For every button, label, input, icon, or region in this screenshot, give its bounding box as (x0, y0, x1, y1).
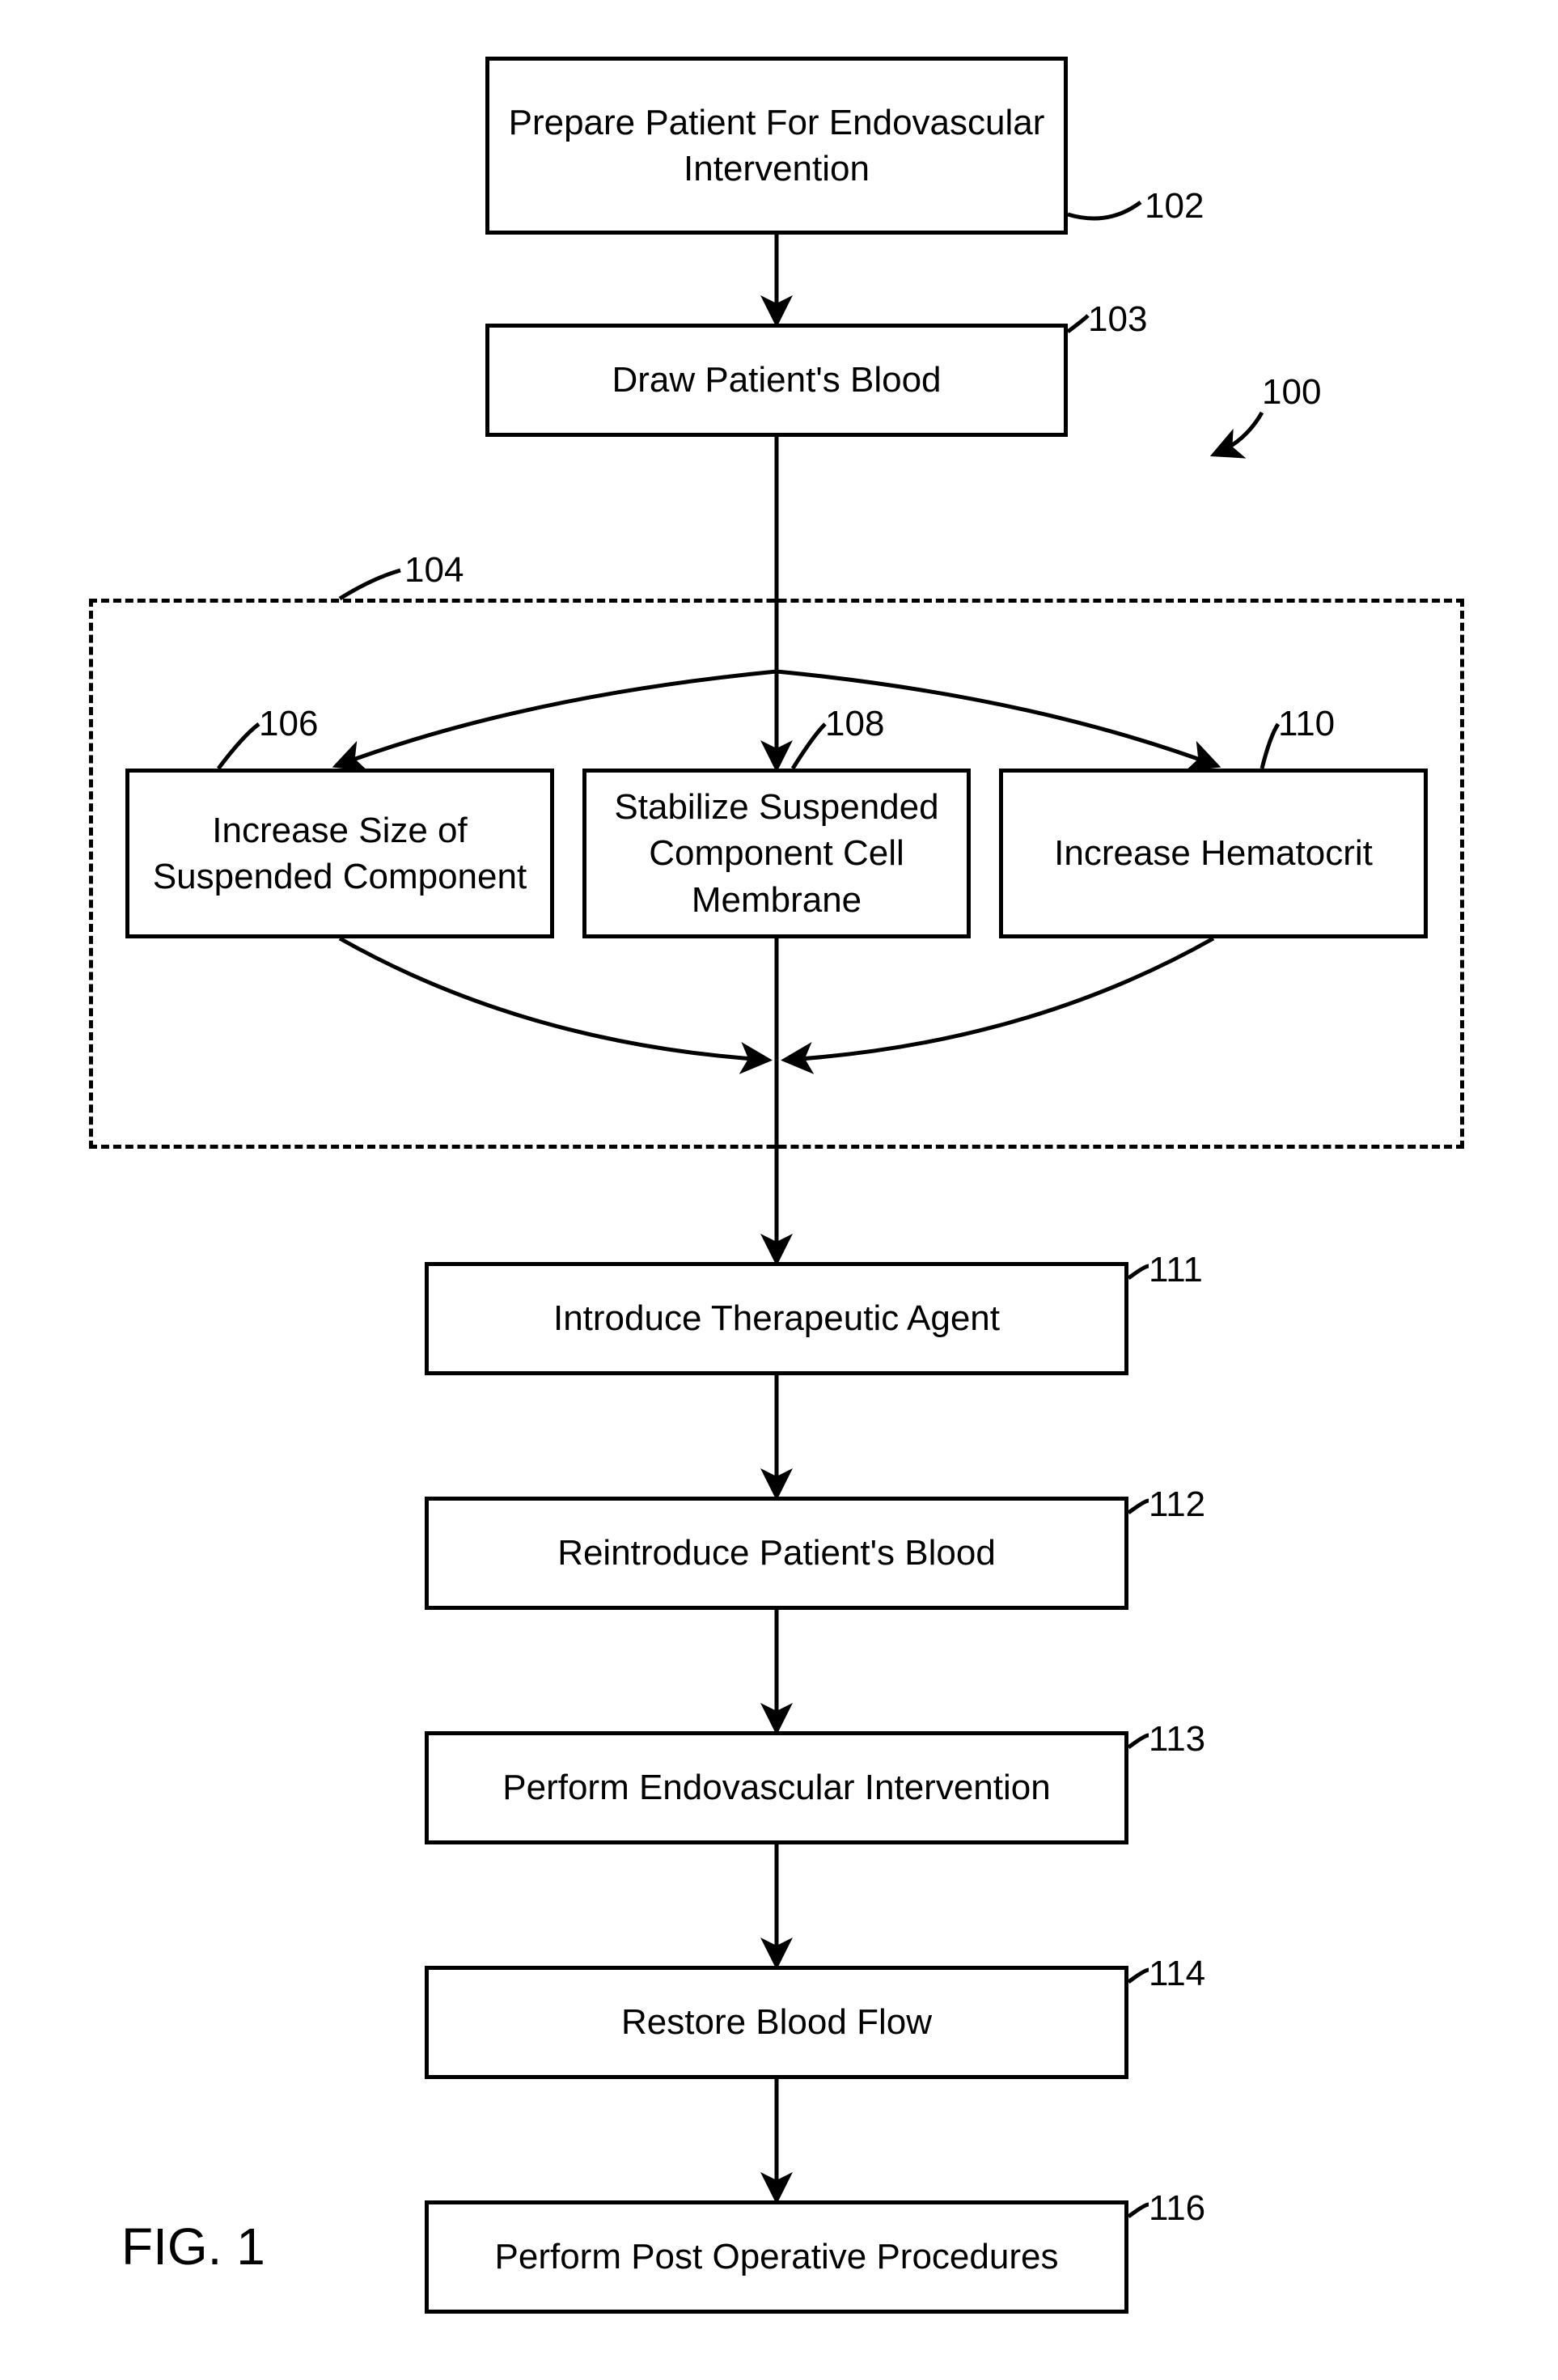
flowchart-node-114: Restore Blood Flow (425, 1966, 1128, 2079)
node-text: Restore Blood Flow (621, 1999, 932, 2045)
ref-label-108: 108 (825, 704, 884, 744)
ref-label-114: 114 (1149, 1954, 1205, 1994)
figure-label: FIG. 1 (121, 2217, 265, 2276)
flowchart-node-111: Introduce Therapeutic Agent (425, 1262, 1128, 1375)
ref-label-102: 102 (1145, 186, 1204, 227)
ref-label-111: 111 (1149, 1250, 1203, 1290)
flowchart-node-103: Draw Patient's Blood (485, 324, 1068, 437)
ref-label-100: 100 (1262, 372, 1321, 413)
node-text: Perform Post Operative Procedures (495, 2234, 1059, 2280)
node-text: Perform Endovascular Intervention (502, 1764, 1050, 1810)
ref-label-104: 104 (404, 550, 464, 591)
ref-label-106: 106 (259, 704, 318, 744)
node-text: Introduce Therapeutic Agent (553, 1295, 1000, 1341)
flowchart-node-108: Stabilize Suspended Component Cell Membr… (582, 769, 971, 938)
flowchart-node-116: Perform Post Operative Procedures (425, 2200, 1128, 2314)
ref-label-113: 113 (1149, 1719, 1205, 1760)
ref-label-110: 110 (1278, 704, 1335, 744)
node-text: Draw Patient's Blood (612, 357, 941, 403)
ref-label-103: 103 (1088, 299, 1147, 340)
node-text: Increase Hematocrit (1054, 830, 1373, 876)
node-text: Reintroduce Patient's Blood (557, 1530, 996, 1576)
flowchart-node-102: Prepare Patient For Endovascular Interve… (485, 57, 1068, 235)
node-text: Stabilize Suspended Component Cell Membr… (596, 784, 957, 923)
ref-label-116: 116 (1149, 2188, 1205, 2229)
flowchart-node-110: Increase Hematocrit (999, 769, 1428, 938)
flowchart-node-112: Reintroduce Patient's Blood (425, 1497, 1128, 1610)
node-text: Increase Size of Suspended Component (139, 807, 540, 900)
flowchart-node-113: Perform Endovascular Intervention (425, 1731, 1128, 1844)
flowchart-node-106: Increase Size of Suspended Component (125, 769, 554, 938)
node-text: Prepare Patient For Endovascular Interve… (499, 100, 1054, 192)
ref-label-112: 112 (1149, 1484, 1205, 1525)
